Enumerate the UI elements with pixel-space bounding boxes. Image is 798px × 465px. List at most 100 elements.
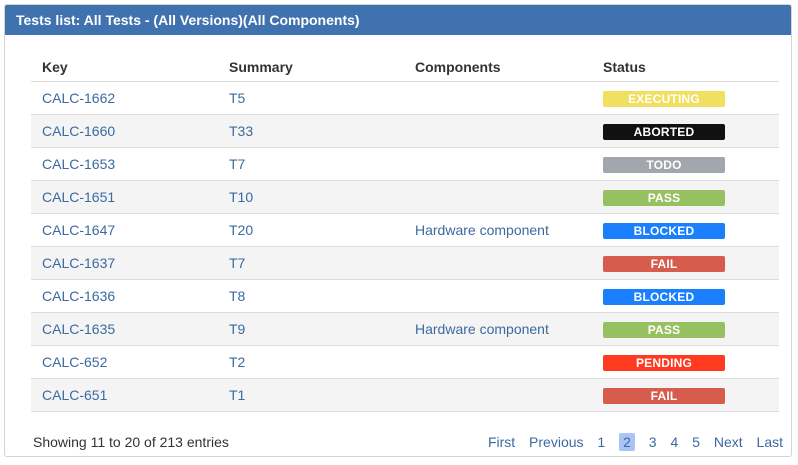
component-link[interactable]: Hardware component <box>415 321 549 337</box>
summary-link-cell: T10 <box>218 180 404 214</box>
issue-key-link[interactable]: CALC-1653 <box>42 156 116 172</box>
tests-table-wrapper: Key Summary Components Status CALC-1662 T… <box>31 52 779 412</box>
column-header-key[interactable]: Key <box>31 52 218 82</box>
component-link-cell: Hardware component <box>404 213 592 247</box>
table-row[interactable]: CALC-651 T1 FAIL <box>31 378 779 412</box>
component-link-cell <box>404 345 592 379</box>
issue-key-link-cell: CALC-1635 <box>31 312 218 346</box>
status-badge: FAIL <box>603 387 725 404</box>
issue-key-link[interactable]: CALC-1636 <box>42 288 116 304</box>
summary-link[interactable]: T5 <box>229 90 246 106</box>
component-link-cell <box>404 147 592 181</box>
issue-key-link[interactable]: CALC-1637 <box>42 255 116 271</box>
issue-key-link-cell: CALC-1651 <box>31 180 218 214</box>
component-link-cell <box>404 180 592 214</box>
component-link[interactable]: Hardware component <box>415 222 549 238</box>
tests-panel: Tests list: All Tests - (All Versions)(A… <box>4 4 792 457</box>
issue-key-link[interactable]: CALC-1660 <box>42 123 116 139</box>
pagination-next[interactable]: Next <box>713 434 743 450</box>
status-badge: PENDING <box>603 354 725 371</box>
status-badge-cell: ABORTED <box>592 114 779 148</box>
summary-link[interactable]: T20 <box>229 222 254 238</box>
issue-key-link-cell: CALC-1653 <box>31 147 218 181</box>
summary-link-cell: T2 <box>218 345 404 379</box>
column-header-summary[interactable]: Summary <box>218 52 404 82</box>
summary-link-cell: T1 <box>218 378 404 412</box>
table-body: CALC-1662 T5 EXECUTING CALC-1660 T33 ABORTED C… <box>31 81 779 412</box>
table-row[interactable]: CALC-1635 T9 Hardware component PASS <box>31 312 779 346</box>
issue-key-link[interactable]: CALC-652 <box>42 354 108 370</box>
issue-key-link-cell: CALC-1637 <box>31 246 218 280</box>
issue-key-link-cell: CALC-652 <box>31 345 218 379</box>
status-badge: TODO <box>603 156 725 173</box>
pagination-page-3[interactable]: 3 <box>648 434 657 450</box>
column-header-components[interactable]: Components <box>404 52 592 82</box>
table-row[interactable]: CALC-1647 T20 Hardware component BLOCKED <box>31 213 779 247</box>
issue-key-link[interactable]: CALC-1647 <box>42 222 116 238</box>
summary-link-cell: T8 <box>218 279 404 313</box>
summary-link[interactable]: T8 <box>229 288 246 304</box>
status-badge-cell: PENDING <box>592 345 779 379</box>
pagination-page-4[interactable]: 4 <box>670 434 679 450</box>
summary-link-cell: T20 <box>218 213 404 247</box>
tests-table: Key Summary Components Status CALC-1662 T… <box>31 52 779 412</box>
status-badge-cell: TODO <box>592 147 779 181</box>
status-badge: EXECUTING <box>603 90 725 107</box>
table-row[interactable]: CALC-1636 T8 BLOCKED <box>31 279 779 313</box>
pagination-page-1[interactable]: 1 <box>597 434 606 450</box>
status-badge-cell: BLOCKED <box>592 213 779 247</box>
status-badge-cell: BLOCKED <box>592 279 779 313</box>
entries-info: Showing 11 to 20 of 213 entries <box>33 434 229 450</box>
issue-key-link[interactable]: CALC-1662 <box>42 90 116 106</box>
pagination-first[interactable]: First <box>487 434 516 450</box>
summary-link-cell: T7 <box>218 246 404 280</box>
status-badge: BLOCKED <box>603 222 725 239</box>
table-row[interactable]: CALC-652 T2 PENDING <box>31 345 779 379</box>
component-link-cell <box>404 279 592 313</box>
summary-link[interactable]: T10 <box>229 189 254 205</box>
issue-key-link-cell: CALC-1660 <box>31 114 218 148</box>
component-link-cell <box>404 378 592 412</box>
summary-link[interactable]: T1 <box>229 387 246 403</box>
status-badge: FAIL <box>603 255 725 272</box>
status-badge-cell: PASS <box>592 180 779 214</box>
table-row[interactable]: CALC-1660 T33 ABORTED <box>31 114 779 148</box>
pagination-page-5[interactable]: 5 <box>692 434 700 450</box>
component-link-cell <box>404 246 592 280</box>
issue-key-link-cell: CALC-1647 <box>31 213 218 247</box>
status-badge-cell: FAIL <box>592 246 779 280</box>
summary-link[interactable]: T33 <box>229 123 254 139</box>
issue-key-link-cell: CALC-1636 <box>31 279 218 313</box>
summary-link[interactable]: T7 <box>229 255 246 271</box>
table-row[interactable]: CALC-1651 T10 PASS <box>31 180 779 214</box>
summary-link[interactable]: T2 <box>229 354 246 370</box>
table-header-row: Key Summary Components Status <box>31 52 779 82</box>
summary-link-cell: T33 <box>218 114 404 148</box>
status-badge: BLOCKED <box>603 288 725 305</box>
summary-link[interactable]: T9 <box>229 321 246 337</box>
pagination-last[interactable]: Last <box>756 434 783 450</box>
summary-link-cell: T9 <box>218 312 404 346</box>
issue-key-link[interactable]: CALC-651 <box>42 387 108 403</box>
status-badge-cell: PASS <box>592 312 779 346</box>
issue-key-link[interactable]: CALC-1651 <box>42 189 116 205</box>
table-row[interactable]: CALC-1662 T5 EXECUTING <box>31 81 779 115</box>
component-link-cell: Hardware component <box>404 312 592 346</box>
pagination: First Previous 1 2 3 4 5 Next Last <box>487 433 783 451</box>
status-badge: ABORTED <box>603 123 725 140</box>
summary-link-cell: T5 <box>218 81 404 115</box>
pagination-page-2-current[interactable]: 2 <box>619 433 635 451</box>
component-link-cell <box>404 81 592 115</box>
issue-key-link-cell: CALC-651 <box>31 378 218 412</box>
component-link-cell <box>404 114 592 148</box>
status-badge: PASS <box>603 189 725 206</box>
status-badge: PASS <box>603 321 725 338</box>
status-badge-cell: FAIL <box>592 378 779 412</box>
table-row[interactable]: CALC-1653 T7 TODO <box>31 147 779 181</box>
summary-link[interactable]: T7 <box>229 156 246 172</box>
table-row[interactable]: CALC-1637 T7 FAIL <box>31 246 779 280</box>
column-header-status[interactable]: Status <box>592 52 779 82</box>
issue-key-link[interactable]: CALC-1635 <box>42 321 116 337</box>
pagination-previous[interactable]: Previous <box>529 434 584 450</box>
summary-link-cell: T7 <box>218 147 404 181</box>
